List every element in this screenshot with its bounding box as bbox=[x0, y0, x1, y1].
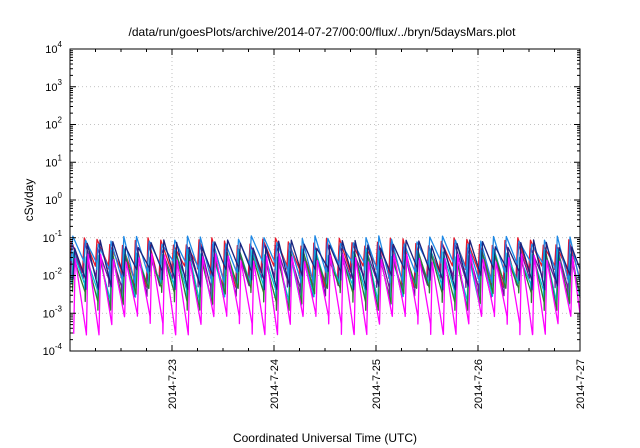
x-tick-label: 2014-7-23 bbox=[167, 359, 179, 409]
x-tick-label: 2014-7-27 bbox=[575, 359, 587, 409]
y-axis-label: cSv/day bbox=[22, 179, 36, 222]
y-tick-label: 10-1 bbox=[43, 229, 63, 245]
grid-lines bbox=[70, 49, 581, 351]
y-tick-label: 10-4 bbox=[43, 342, 63, 358]
y-tick-label: 10-2 bbox=[43, 267, 63, 283]
y-axis: 10-4 10-3 10-2 10-1 100 101 102 103 104 bbox=[43, 40, 580, 358]
series-line-6 bbox=[72, 239, 581, 291]
y-tick-label: 100 bbox=[45, 191, 62, 207]
x-tick-label: 2014-7-24 bbox=[269, 359, 281, 409]
x-tick-label: 2014-7-25 bbox=[371, 359, 383, 409]
chart-title: /data/run/goesPlots/archive/2014-07-27/0… bbox=[129, 25, 517, 39]
y-tick-label: 104 bbox=[45, 40, 62, 56]
y-tick-label: 102 bbox=[45, 116, 62, 132]
y-tick-label: 103 bbox=[45, 78, 62, 94]
x-axis: 2014-7-23 2014-7-24 2014-7-25 2014-7-26 2014… bbox=[95, 49, 587, 409]
x-axis-label: Coordinated Universal Time (UTC) bbox=[233, 431, 417, 445]
x-tick-label: 2014-7-26 bbox=[473, 359, 485, 409]
series-line-5 bbox=[71, 250, 581, 311]
y-tick-label: 10-3 bbox=[43, 304, 63, 320]
series-line-7 bbox=[73, 253, 581, 336]
y-tick-label: 101 bbox=[45, 153, 62, 169]
series-layer bbox=[69, 235, 581, 336]
